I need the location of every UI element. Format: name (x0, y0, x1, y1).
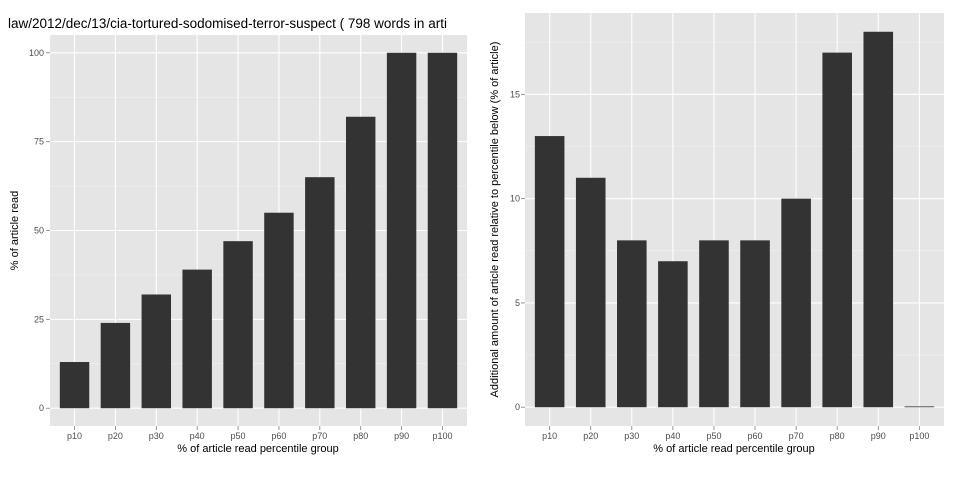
x-tick-label: p50 (231, 431, 246, 441)
x-tick-label: p20 (108, 431, 123, 441)
x-tick-label: p30 (149, 431, 164, 441)
chart-title: law/2012/dec/13/cia-tortured-sodomised-t… (8, 16, 447, 31)
x-tick-label: p20 (583, 431, 598, 441)
bar-p90 (863, 31, 894, 408)
bar-p10 (534, 136, 565, 408)
x-tick-label: p80 (353, 431, 368, 441)
x-tick-label: p50 (706, 431, 721, 441)
x-tick-label: p90 (394, 431, 409, 441)
bar-p60 (740, 240, 770, 408)
x-tick-label: p60 (271, 431, 286, 441)
bar-p20 (100, 322, 131, 409)
bar-p60 (264, 212, 294, 409)
y-tick-label: 75 (34, 137, 44, 147)
x-tick-label: p80 (830, 431, 845, 441)
bar-p100 (427, 52, 458, 409)
bar-p40 (658, 261, 688, 408)
bar-p100 (904, 406, 935, 408)
x-tick-label: p70 (789, 431, 804, 441)
bar-p50 (699, 240, 729, 408)
bar-p10 (59, 362, 90, 409)
x-axis-label: % of article read percentile group (177, 443, 338, 455)
bar-p20 (575, 177, 606, 408)
y-tick-label: 50 (34, 226, 44, 236)
bar-p50 (223, 241, 253, 409)
y-tick-label: 0 (515, 402, 520, 412)
y-tick-label: 25 (34, 314, 44, 324)
bar-p70 (305, 177, 335, 409)
x-tick-label: p100 (432, 431, 452, 441)
x-tick-label: p10 (67, 431, 82, 441)
y-axis-label: % of article read (9, 191, 21, 270)
bar-p90 (386, 52, 417, 409)
bar-p80 (345, 116, 376, 409)
x-axis-label: % of article read percentile group (653, 443, 814, 455)
chart-panel-2: 0 5 10 15 p10 p20 p30 p40 p50 p60 p70 p80 p90 p100 % o… (489, 13, 944, 455)
y-axis-label: Additional amount of article read relati… (489, 42, 501, 398)
x-tick-label: p30 (624, 431, 639, 441)
y-tick-label: 100 (29, 48, 44, 58)
x-tick-label: p10 (542, 431, 557, 441)
bar-p80 (822, 52, 852, 408)
x-tick-label: p100 (909, 431, 929, 441)
x-tick-label: p40 (190, 431, 205, 441)
y-tick-label: 15 (510, 89, 520, 99)
x-tick-label: p70 (312, 431, 327, 441)
bar-p30 (141, 294, 172, 409)
x-tick-label: p40 (665, 431, 680, 441)
y-tick-label: 0 (39, 403, 44, 413)
bar-p30 (617, 240, 647, 408)
y-tick-label: 10 (510, 194, 520, 204)
chart-panel-1: 0 25 50 75 100 p10 p20 p30 p40 p50 p60 p70 p80 p90 p10… (9, 35, 467, 455)
y-tick-label: 5 (515, 298, 520, 308)
bar-p70 (781, 198, 811, 408)
x-tick-label: p90 (871, 431, 886, 441)
x-tick-label: p60 (748, 431, 763, 441)
bar-p40 (182, 269, 212, 409)
